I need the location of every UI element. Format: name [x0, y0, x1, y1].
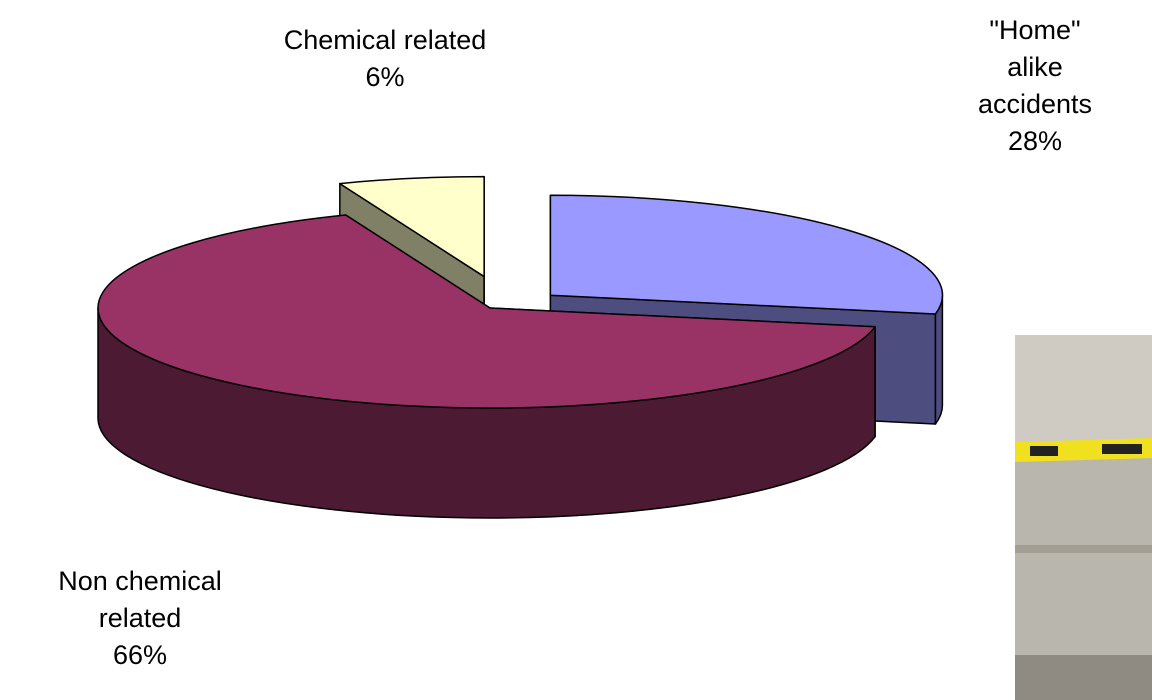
- slice-label: Non chemical related 66%: [0, 563, 280, 674]
- slice: [97, 214, 876, 409]
- category-label: "Home" alike accidents: [977, 15, 1093, 119]
- slice-label: "Home" alike accidents 28%: [960, 12, 1110, 160]
- slice-label: Chemical related 6%: [215, 22, 555, 96]
- pie: [97, 175, 944, 519]
- slice: [549, 194, 944, 315]
- slice: [339, 175, 485, 278]
- photo: [1015, 335, 1152, 700]
- slice-side: [934, 294, 944, 425]
- category-label: Non chemical related: [58, 566, 222, 633]
- value-label: 6%: [365, 62, 405, 92]
- category-label: Chemical related: [283, 25, 487, 55]
- value-label: 28%: [1007, 126, 1063, 156]
- value-label: 66%: [112, 640, 168, 670]
